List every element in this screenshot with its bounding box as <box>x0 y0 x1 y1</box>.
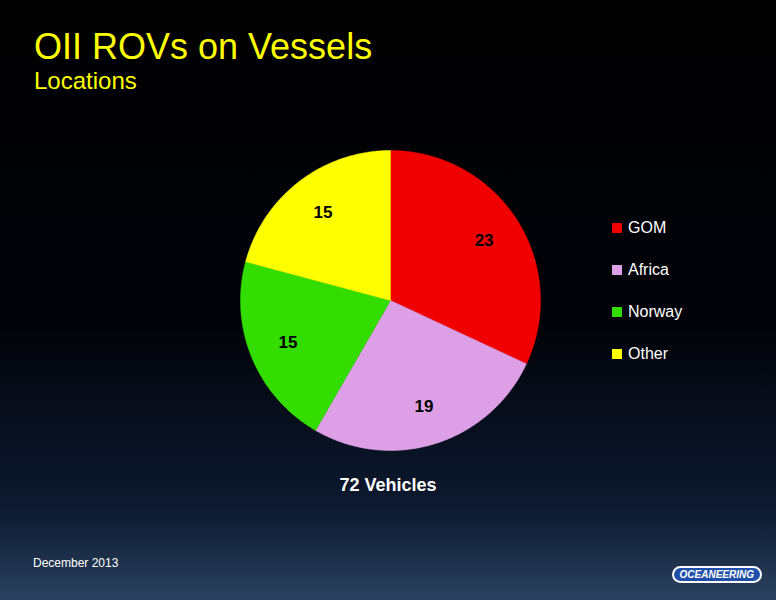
html-text:Africa: Africa <box>628 261 669 278</box>
html-text:Other: Other <box>628 345 668 362</box>
html-text:Locations: Locations <box>34 67 137 94</box>
html-text:GOM: GOM <box>628 219 667 236</box>
svg-text:15: 15 <box>278 333 297 352</box>
svg-text:15: 15 <box>313 203 332 222</box>
svg-text:23: 23 <box>475 231 494 250</box>
html-text:Norway: Norway <box>628 303 683 320</box>
html-text:72 Vehicles: 72 Vehicles <box>339 475 437 495</box>
svg-text:19: 19 <box>414 397 433 416</box>
html-text:OII ROVs on Vessels: OII ROVs on Vessels <box>34 26 373 67</box>
html-text:OCEANEERING: OCEANEERING <box>679 569 754 580</box>
html-text:December 2013: December 2013 <box>33 556 119 570</box>
